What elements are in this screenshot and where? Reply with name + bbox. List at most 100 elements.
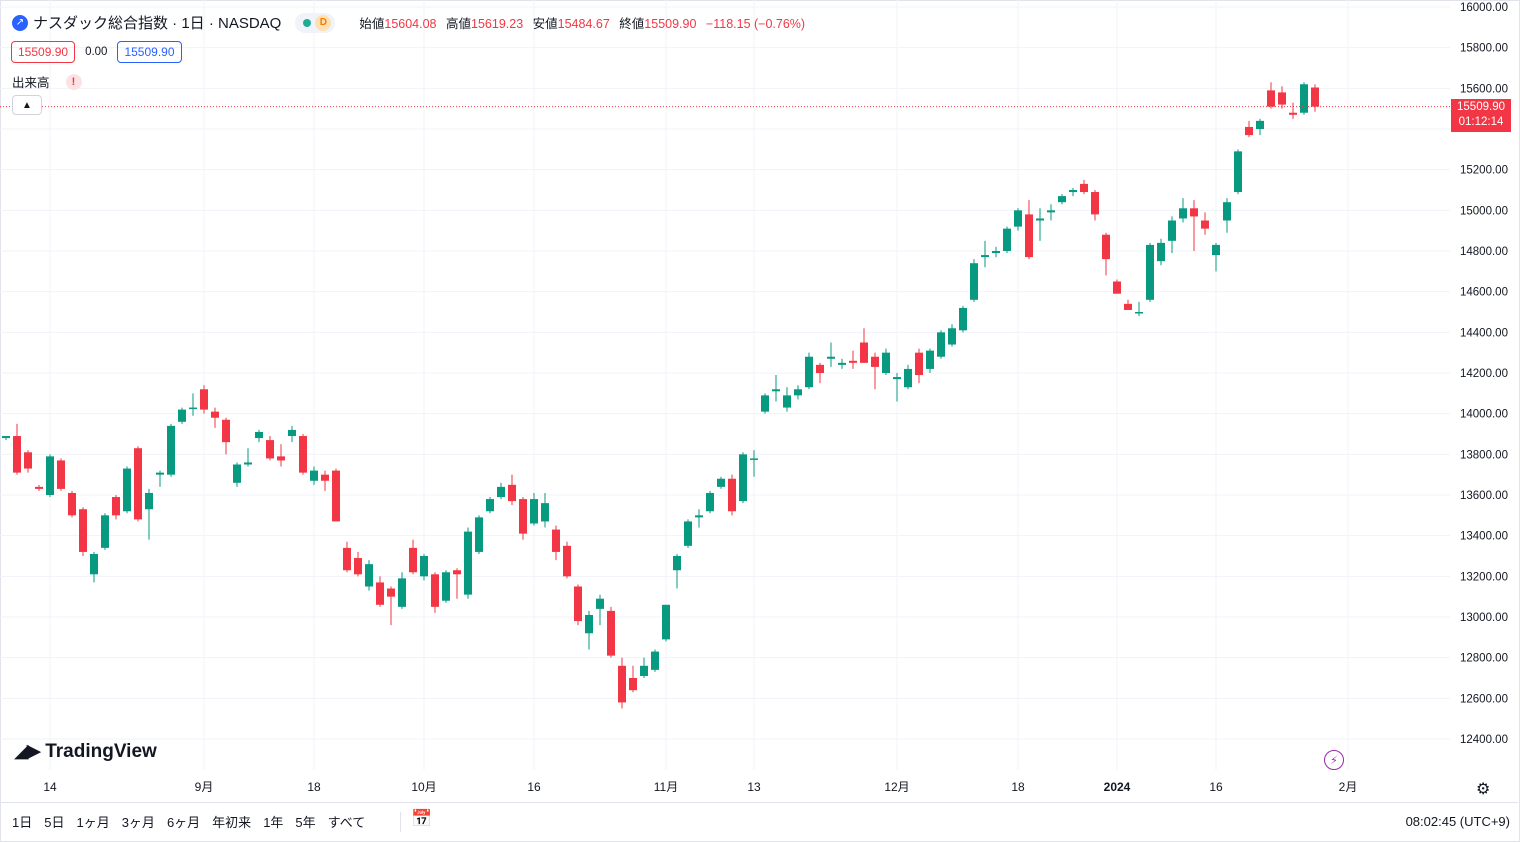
- candle[interactable]: [706, 490, 714, 514]
- candle[interactable]: [35, 484, 43, 491]
- candle[interactable]: [255, 429, 263, 443]
- candle[interactable]: [1190, 200, 1198, 251]
- candle[interactable]: [585, 610, 593, 650]
- price-axis[interactable]: 12400.00 12600.00 12800.00 13000.00 13200.00…: [1460, 2, 1508, 746]
- candle[interactable]: [970, 259, 978, 302]
- candle[interactable]: [354, 551, 362, 577]
- candle[interactable]: [233, 462, 241, 487]
- candle[interactable]: [981, 240, 989, 268]
- candle[interactable]: [420, 553, 428, 581]
- candle[interactable]: [508, 474, 516, 506]
- candle[interactable]: [486, 497, 494, 514]
- range-button[interactable]: 1年: [263, 815, 284, 830]
- candle[interactable]: [24, 450, 32, 473]
- candle[interactable]: [1091, 190, 1099, 221]
- candle[interactable]: [112, 495, 120, 520]
- candle[interactable]: [376, 576, 384, 607]
- candle[interactable]: [266, 436, 274, 461]
- candle[interactable]: [772, 375, 780, 402]
- candle[interactable]: [299, 434, 307, 475]
- candle[interactable]: [871, 352, 879, 390]
- candle[interactable]: [596, 594, 604, 626]
- candle[interactable]: [244, 448, 252, 467]
- clock-timezone[interactable]: 08:02:45 (UTC+9): [1405, 814, 1510, 829]
- candle[interactable]: [57, 458, 65, 491]
- buy-price-button[interactable]: 15509.90: [117, 41, 182, 63]
- candle[interactable]: [1003, 226, 1011, 254]
- candle[interactable]: [827, 342, 835, 367]
- candle[interactable]: [574, 584, 582, 626]
- candle[interactable]: [453, 568, 461, 599]
- range-button[interactable]: 年初来: [212, 815, 252, 830]
- candles[interactable]: [2, 82, 1319, 709]
- candle[interactable]: [1036, 208, 1044, 241]
- candle[interactable]: [1080, 179, 1088, 195]
- candle[interactable]: [519, 497, 527, 540]
- candle[interactable]: [816, 362, 824, 384]
- candle[interactable]: [1278, 86, 1286, 109]
- candle[interactable]: [145, 488, 153, 540]
- symbol-title[interactable]: ナスダック総合指数 · 1日 · NASDAQ: [33, 15, 282, 32]
- candle[interactable]: [695, 509, 703, 528]
- candle[interactable]: [948, 324, 956, 347]
- candle[interactable]: [761, 393, 769, 414]
- candle[interactable]: [497, 482, 505, 500]
- warning-icon[interactable]: !: [65, 73, 82, 90]
- volume-legend[interactable]: 出来高 !: [12, 72, 82, 91]
- candle[interactable]: [838, 358, 846, 369]
- candle[interactable]: [1168, 216, 1176, 254]
- candle[interactable]: [211, 407, 219, 428]
- candle[interactable]: [178, 407, 186, 424]
- candle[interactable]: [849, 350, 857, 369]
- candle[interactable]: [321, 470, 329, 491]
- candle[interactable]: [1047, 204, 1055, 221]
- candle[interactable]: [915, 348, 923, 384]
- candle[interactable]: [343, 541, 351, 573]
- candle[interactable]: [926, 348, 934, 373]
- candle[interactable]: [629, 665, 637, 693]
- candle[interactable]: [431, 572, 439, 613]
- candle[interactable]: [717, 476, 725, 489]
- candle[interactable]: [607, 606, 615, 658]
- candle[interactable]: [90, 551, 98, 583]
- candle[interactable]: [783, 387, 791, 412]
- candle[interactable]: [167, 423, 175, 477]
- calendar-goto-icon[interactable]: 📅: [411, 809, 433, 828]
- candle[interactable]: [640, 657, 648, 678]
- candle[interactable]: [1102, 232, 1110, 276]
- candle[interactable]: [882, 348, 890, 376]
- trend-icon[interactable]: ↗: [12, 14, 28, 31]
- candle[interactable]: [662, 604, 670, 642]
- range-button[interactable]: 5年: [295, 815, 316, 830]
- candle[interactable]: [1201, 212, 1209, 235]
- range-button[interactable]: 6ヶ月: [166, 815, 201, 830]
- candle[interactable]: [1223, 198, 1231, 233]
- candle[interactable]: [1311, 84, 1319, 112]
- lightning-icon[interactable]: ⚡: [1324, 750, 1344, 770]
- candle[interactable]: [442, 570, 450, 603]
- candle[interactable]: [1234, 149, 1242, 195]
- candle[interactable]: [673, 553, 681, 589]
- candle[interactable]: [794, 385, 802, 400]
- candle[interactable]: [684, 519, 692, 548]
- candle[interactable]: [1267, 82, 1275, 109]
- candle[interactable]: [156, 470, 164, 487]
- candle[interactable]: [860, 328, 868, 363]
- candle[interactable]: [200, 385, 208, 414]
- range-button[interactable]: 1ヶ月: [76, 815, 110, 830]
- candle[interactable]: [563, 541, 571, 579]
- candle[interactable]: [1179, 198, 1187, 223]
- candle[interactable]: [1300, 82, 1308, 115]
- candle[interactable]: [1289, 102, 1297, 119]
- candle[interactable]: [1146, 242, 1154, 302]
- candle[interactable]: [552, 525, 560, 561]
- tradingview-logo[interactable]: ◢▶ TradingView: [14, 740, 157, 763]
- candle[interactable]: [530, 492, 538, 526]
- sell-price-button[interactable]: 15509.90: [11, 41, 76, 63]
- range-button[interactable]: すべて: [327, 815, 366, 830]
- gear-icon[interactable]: ⚙: [1476, 781, 1491, 798]
- candle[interactable]: [101, 513, 109, 550]
- candle[interactable]: [1025, 200, 1033, 260]
- candle[interactable]: [1157, 238, 1165, 266]
- candle[interactable]: [189, 393, 197, 416]
